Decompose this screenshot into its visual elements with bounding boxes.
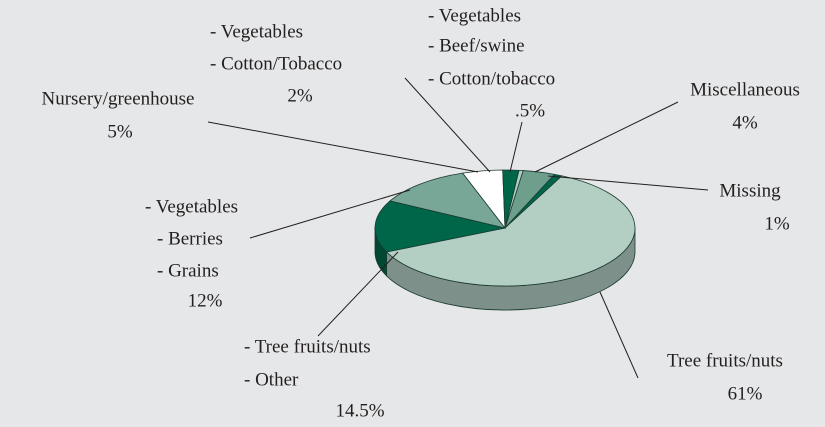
leader-line — [249, 189, 411, 239]
slice-label: Miscellaneous — [690, 79, 800, 100]
slice-label: - Grains — [157, 260, 219, 281]
value-label: 61% — [728, 383, 763, 404]
slice-label: Tree fruits/nuts — [667, 350, 783, 371]
value-label: 1% — [764, 213, 790, 234]
pie-slice — [385, 175, 636, 287]
pie-slice — [504, 169, 524, 229]
slice-label: - Berries — [157, 228, 223, 249]
pie-slice — [389, 172, 507, 229]
slice-label: - Tree fruits/nuts — [244, 336, 371, 357]
slice-label: - Other — [244, 369, 299, 390]
leader-line — [207, 121, 479, 173]
slice-label: - Cotton/tobacco — [428, 68, 555, 89]
slice-label: Missing — [719, 180, 781, 201]
value-label: 2% — [287, 85, 313, 106]
value-label: 12% — [188, 290, 223, 311]
leader-line — [534, 101, 679, 173]
value-label: 5% — [107, 121, 133, 142]
value-label: 4% — [732, 112, 758, 133]
pie-slice — [374, 200, 506, 253]
slice-label: - Vegetables — [145, 196, 238, 217]
leader-line — [547, 175, 709, 191]
slice-label: - Vegetables — [210, 21, 303, 42]
slice-label: - Cotton/Tobacco — [210, 53, 342, 74]
leader-line — [317, 251, 399, 337]
value-label: 14.5% — [335, 400, 384, 421]
slice-label: Nursery/greenhouse — [41, 88, 194, 109]
leader-line — [599, 291, 639, 379]
value-label: .5% — [515, 100, 545, 121]
leader-line — [509, 121, 523, 173]
slice-label: - Beef/swine — [428, 35, 525, 56]
slice-label: - Vegetables — [428, 5, 521, 26]
leader-line — [404, 77, 491, 173]
